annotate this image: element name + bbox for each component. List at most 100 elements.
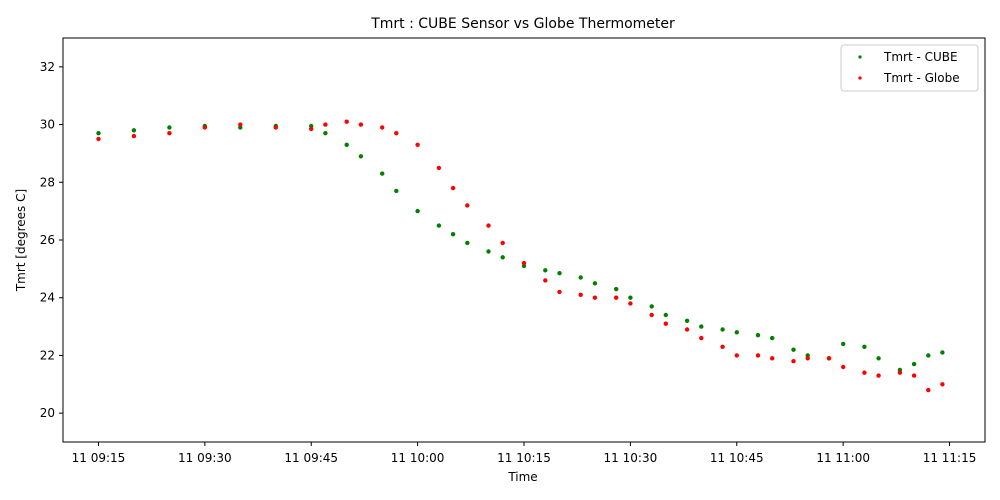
series-0-point-36	[841, 341, 846, 347]
series-0-point-27	[684, 318, 690, 323]
x-axis-label: Time	[507, 470, 537, 484]
y-tick-label-5: 30	[40, 118, 55, 132]
series-0-point-38	[876, 356, 881, 361]
series-1-point-22	[592, 295, 598, 300]
x-tick-label-3: 11 10:00	[391, 451, 445, 465]
x-tick-label-8: 11 11:15	[923, 451, 977, 465]
series-1	[96, 119, 945, 393]
legend-label-globe: Tmrt - Globe	[883, 71, 960, 85]
y-axis-label: Tmrt [degrees C]	[14, 189, 28, 292]
series-0-point-0	[96, 131, 101, 136]
series-1-point-12	[415, 142, 420, 147]
series-0-point-11	[394, 188, 399, 194]
series-0-point-31	[755, 333, 761, 338]
series-1-point-30	[734, 353, 739, 358]
y-axis: 20 22 24 26 28 30 32	[40, 60, 63, 420]
series-0-point-42	[940, 350, 945, 355]
legend-marker-cube	[858, 55, 862, 59]
series-0-point-25	[649, 304, 654, 309]
series-1-point-20	[557, 289, 562, 295]
series-0-point-8	[344, 142, 349, 147]
series-1-point-34	[805, 356, 810, 361]
series-0-point-26	[663, 312, 668, 318]
series-1-point-17	[500, 240, 505, 246]
y-tick-label-6: 32	[40, 60, 55, 74]
series-1-point-32	[770, 356, 775, 361]
series-1-point-23	[614, 295, 619, 300]
series-0-point-14	[450, 232, 456, 237]
series-1-point-2	[167, 131, 172, 136]
series-0-point-19	[543, 268, 548, 273]
series-1-point-37	[862, 370, 867, 375]
series-0-point-24	[628, 295, 633, 300]
series-1-point-28	[699, 335, 704, 341]
series-0-point-12	[415, 208, 420, 214]
legend: Tmrt - CUBE Tmrt - Globe	[840, 44, 979, 92]
series-1-point-36	[841, 364, 846, 370]
series-1-point-26	[663, 321, 668, 326]
y-tick-label-1: 22	[40, 348, 55, 362]
series-1-point-14	[450, 185, 456, 191]
x-tick-label-4: 11 10:15	[497, 451, 551, 465]
series-0-point-33	[791, 347, 796, 352]
series-0-point-23	[614, 286, 619, 292]
series-0-point-32	[770, 335, 775, 341]
chart-title: Tmrt : CUBE Sensor vs Globe Thermometer	[370, 16, 675, 32]
series-0-point-15	[465, 240, 470, 246]
x-tick-label-2: 11 09:45	[284, 451, 338, 465]
series-0-point-17	[500, 255, 505, 260]
series-1-point-5	[273, 125, 278, 130]
x-tick-label-0: 11 09:15	[72, 451, 126, 465]
series-1-point-25	[649, 312, 654, 318]
series-1-point-7	[323, 122, 328, 127]
series-1-point-42	[940, 382, 945, 387]
series-1-point-11	[394, 131, 399, 136]
series-0-point-37	[862, 344, 867, 349]
x-tick-label-5: 11 10:30	[604, 451, 658, 465]
plot-layer	[96, 119, 945, 393]
series-1-point-31	[755, 353, 761, 358]
series-0-point-1	[131, 128, 137, 133]
x-axis: 11 09:15 11 09:30 11 09:45 11 10:00 11 10:15…	[72, 442, 977, 465]
series-1-point-40	[911, 373, 917, 378]
series-1-point-0	[96, 136, 101, 142]
series-0-point-2	[167, 125, 172, 130]
x-tick-label-6: 11 10:45	[710, 451, 764, 465]
series-0-point-13	[436, 223, 442, 228]
series-1-point-9	[358, 122, 364, 127]
series-1-point-24	[628, 301, 633, 306]
series-1-point-27	[684, 327, 690, 332]
series-1-point-3	[202, 125, 207, 130]
series-0-point-41	[926, 353, 931, 358]
series-0-point-40	[911, 361, 917, 367]
legend-label-cube: Tmrt - CUBE	[883, 50, 958, 64]
series-0-point-29	[720, 327, 725, 332]
series-1-point-41	[926, 387, 931, 393]
series-1-point-16	[486, 223, 491, 228]
series-0-point-10	[380, 171, 385, 176]
series-1-point-4	[238, 122, 243, 127]
series-1-point-33	[791, 359, 796, 364]
series-1-point-15	[465, 203, 470, 208]
series-1-point-8	[344, 119, 349, 124]
series-1-point-13	[436, 165, 442, 171]
series-0-point-9	[358, 154, 364, 159]
series-1-point-38	[876, 373, 881, 378]
series-1-point-6	[309, 126, 314, 132]
series-1-point-21	[578, 292, 583, 297]
x-tick-label-1: 11 09:30	[178, 451, 232, 465]
series-1-point-19	[543, 278, 548, 283]
series-1-point-1	[131, 133, 137, 139]
y-tick-label-2: 24	[40, 291, 55, 305]
series-0-point-28	[699, 324, 704, 329]
series-0-point-22	[592, 281, 598, 286]
y-tick-label-4: 28	[40, 175, 55, 189]
y-tick-label-3: 26	[40, 233, 55, 247]
series-0-point-20	[557, 271, 562, 276]
series-1-point-35	[826, 356, 832, 361]
series-1-point-39	[897, 370, 903, 375]
y-tick-label-0: 20	[40, 406, 55, 420]
series-0-point-16	[486, 249, 491, 254]
